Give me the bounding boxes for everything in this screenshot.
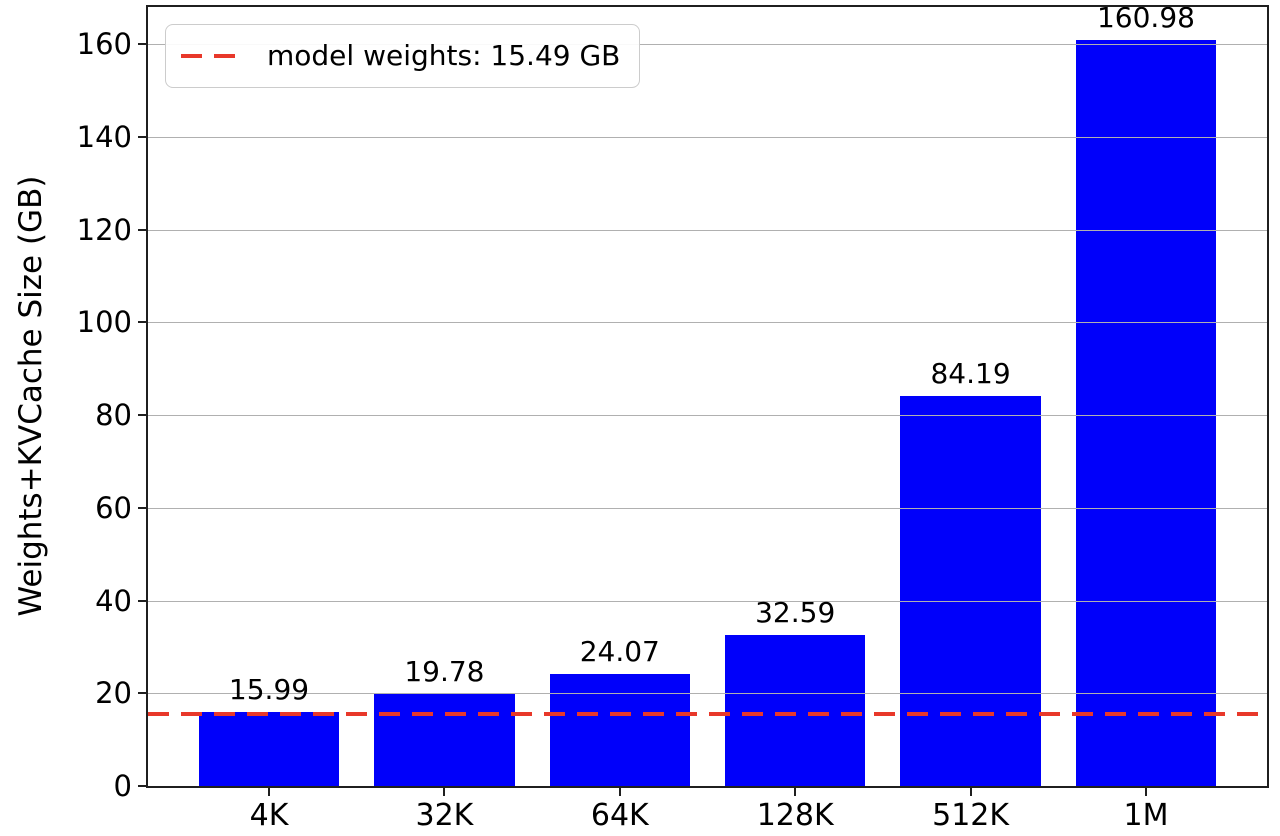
bar xyxy=(549,674,690,786)
y-tick-label: 140 xyxy=(76,119,132,154)
y-tick xyxy=(138,414,147,417)
x-tick xyxy=(443,787,446,796)
x-tick xyxy=(794,787,797,796)
x-tick xyxy=(1144,787,1147,796)
y-tick-label: 80 xyxy=(95,398,132,433)
y-tick-label: 100 xyxy=(76,305,132,340)
y-axis-label: Weights+KVCache Size (GB) xyxy=(13,175,49,617)
bar-value-label: 160.98 xyxy=(1096,0,1195,34)
bar-value-label: 84.19 xyxy=(930,356,1011,390)
y-tick-label: 160 xyxy=(76,27,132,62)
x-tick-label: 128K xyxy=(756,798,834,833)
y-tick-label: 120 xyxy=(76,212,132,247)
bar xyxy=(1075,39,1217,786)
legend-label: model weights: 15.49 GB xyxy=(267,39,621,72)
gridline xyxy=(148,507,1267,509)
bar-value-label: 15.99 xyxy=(228,672,310,706)
x-tick xyxy=(618,787,621,796)
x-tick xyxy=(969,787,972,796)
bar-value-label: 32.59 xyxy=(755,595,836,629)
gridline xyxy=(148,600,1267,602)
x-tick-label: 64K xyxy=(590,798,649,833)
bar xyxy=(725,634,866,786)
bar-value-label: 24.07 xyxy=(579,635,660,669)
gridline xyxy=(148,44,1267,46)
y-tick-label: 40 xyxy=(95,583,132,618)
y-tick xyxy=(138,228,147,231)
y-tick xyxy=(138,43,147,46)
x-tick-label: 1M xyxy=(1123,798,1169,833)
gridline xyxy=(148,415,1267,417)
y-tick-label: 20 xyxy=(95,676,132,711)
bar xyxy=(198,711,340,786)
x-tick xyxy=(268,787,271,796)
reference-line xyxy=(148,712,1267,717)
y-tick xyxy=(138,785,147,787)
y-tick-label: 0 xyxy=(113,769,132,803)
y-tick xyxy=(138,692,147,695)
gridline xyxy=(148,322,1267,324)
dashed-line-icon xyxy=(181,54,245,58)
gridline xyxy=(148,693,1267,695)
gridline xyxy=(148,229,1267,231)
bar-value-label: 19.78 xyxy=(404,655,485,689)
plot-area: model weights: 15.49 GB 15.99 19.78 24.07 3… xyxy=(148,1,1267,786)
y-tick-label: 60 xyxy=(95,490,132,525)
y-tick xyxy=(138,135,147,138)
x-tick-label: 4K xyxy=(249,798,289,833)
bar xyxy=(900,395,1041,786)
legend: model weights: 15.49 GB xyxy=(165,24,641,88)
y-tick xyxy=(138,506,147,509)
bar xyxy=(374,694,515,786)
y-tick xyxy=(138,599,147,602)
x-tick-label: 512K xyxy=(932,798,1010,833)
gridline xyxy=(148,136,1267,138)
y-tick xyxy=(138,321,147,324)
x-tick-label: 32K xyxy=(415,798,474,833)
